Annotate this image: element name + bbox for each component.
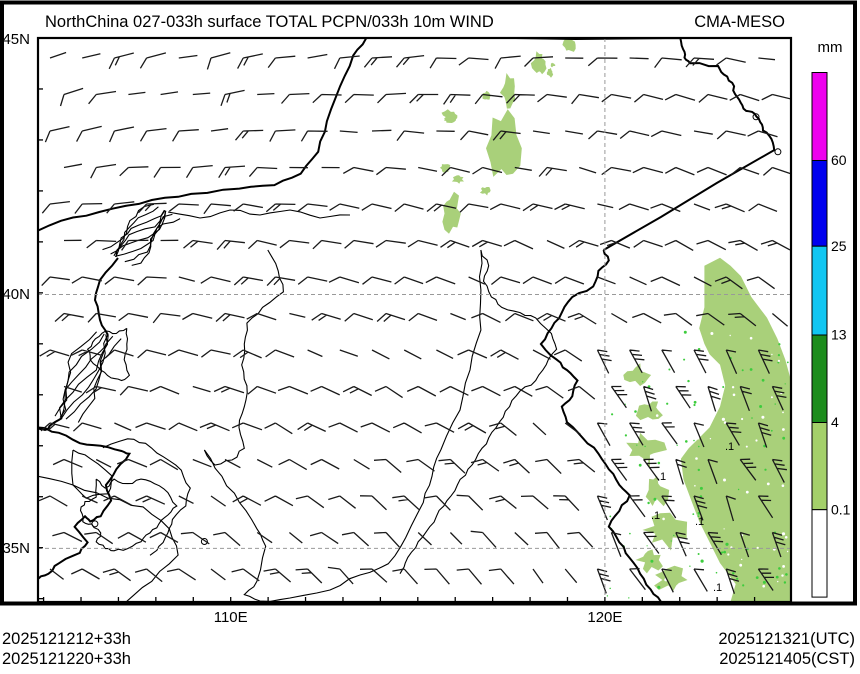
svg-text:NorthChina 027-033h surface TO: NorthChina 027-033h surface TOTAL PCPN/0… (45, 13, 494, 31)
svg-text:2025121212+33h: 2025121212+33h (2, 630, 131, 648)
svg-text:45N: 45N (2, 31, 30, 48)
svg-text:2025121220+33h: 2025121220+33h (2, 650, 131, 668)
svg-text:.1: .1 (651, 510, 660, 522)
svg-text:0.1: 0.1 (831, 502, 851, 518)
svg-text:.1: .1 (657, 471, 666, 483)
svg-text:2025121405(CST): 2025121405(CST) (719, 650, 855, 668)
svg-text:.1: .1 (695, 516, 704, 528)
svg-text:.1: .1 (725, 441, 734, 453)
svg-text:mm: mm (818, 39, 843, 56)
svg-text:25: 25 (831, 238, 847, 254)
svg-text:60: 60 (831, 152, 847, 168)
svg-text:13: 13 (831, 327, 847, 343)
svg-text:110E: 110E (214, 609, 248, 626)
svg-text:40N: 40N (2, 286, 30, 303)
svg-text:CMA-MESO: CMA-MESO (694, 13, 785, 31)
svg-text:35N: 35N (2, 540, 30, 557)
svg-text:.1: .1 (713, 582, 722, 594)
svg-text:120E: 120E (587, 609, 622, 626)
svg-text:2025121321(UTC): 2025121321(UTC) (718, 630, 855, 648)
svg-text:4: 4 (831, 414, 839, 430)
